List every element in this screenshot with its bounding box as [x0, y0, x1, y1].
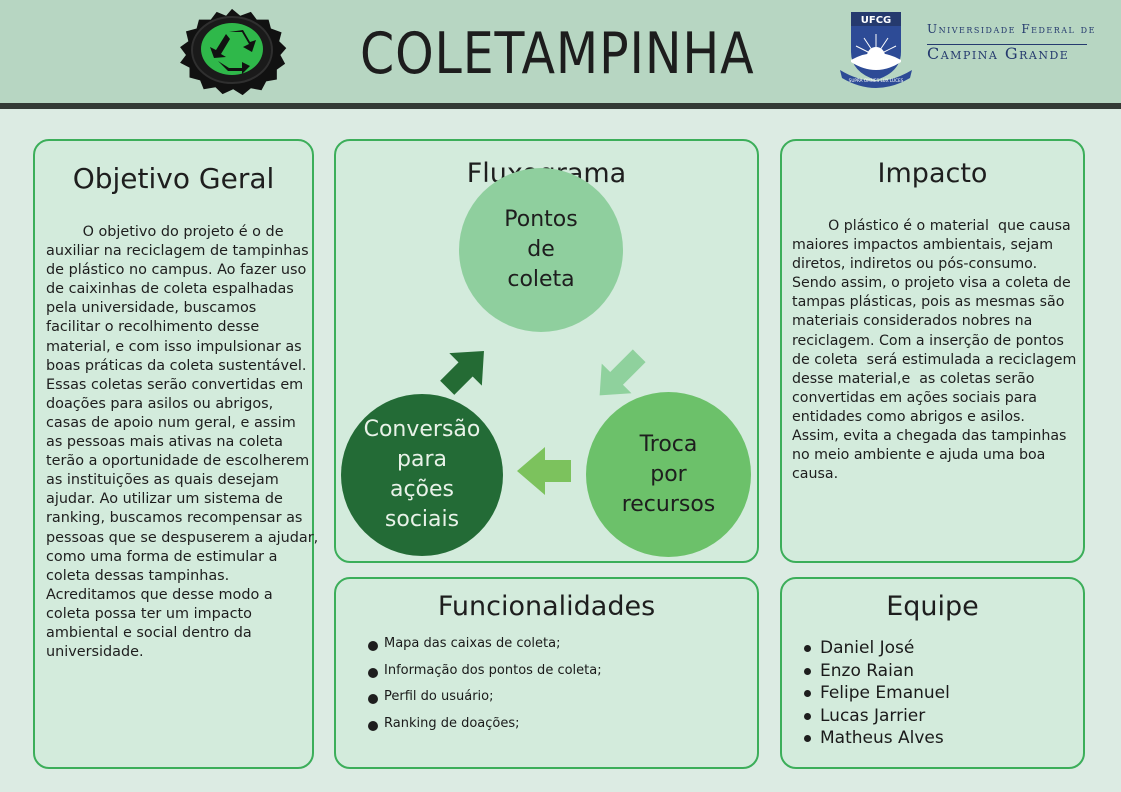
bullet-icon — [804, 712, 811, 720]
flow-node-label: Troca — [639, 431, 698, 457]
equipe-heading: Equipe — [886, 591, 979, 622]
text-line: Sendo assim, o projeto visa a coleta de — [792, 275, 1071, 292]
text-line: entidades como abrigos e asilos. — [792, 408, 1025, 425]
text-line: como uma forma de estimular a — [46, 548, 278, 565]
flow-node-label: coleta — [507, 267, 575, 292]
objetivo-heading: Objetivo Geral — [72, 162, 275, 195]
list-item: Ranking de doações; — [368, 716, 602, 743]
list-item: Mapa das caixas de coleta; — [368, 636, 602, 663]
arrow-to-conversao — [517, 447, 571, 495]
text-line: auxiliar na reciclagem de tampinhas — [46, 243, 309, 260]
text-line: casas de apoio num geral, e assim — [46, 414, 296, 431]
flow-node-pontos-de-coleta: Pontos de coleta — [459, 168, 623, 332]
flow-node-label: Pontos — [504, 207, 578, 232]
text-line: diretos, indiretos ou pós-consumo. — [792, 256, 1038, 273]
objetivo-panel: Objetivo Geral O objetivo do projeto é o… — [33, 139, 318, 769]
team-member: Felipe Emanuel — [804, 683, 950, 706]
header-divider — [0, 103, 1121, 109]
text-line: Essas coletas serão convertidas em — [46, 376, 304, 393]
objetivo-text: O objetivo do projeto é o de auxiliar na … — [46, 223, 318, 662]
text-line: reciclagem. Com a inserção de pontos — [792, 332, 1064, 349]
flow-node-label: sociais — [384, 507, 460, 532]
text-line: materiais considerados nobres na — [792, 313, 1033, 330]
text-line: doações para asilos ou abrigos, — [46, 395, 274, 412]
ufcg-shield-logo: UFCG SUPRA OMNES LUX LUCES — [840, 12, 912, 88]
flow-node-troca-por-recursos: Troca por recursos — [586, 392, 751, 557]
impacto-text: O plástico é o material que causa maiores… — [792, 217, 1076, 484]
list-item: Perfil do usuário; — [368, 689, 602, 716]
team-member: Matheus Alves — [804, 728, 950, 751]
text-line: maiores impactos ambientais, sejam — [792, 237, 1054, 254]
list-item: Informação dos pontos de coleta; — [368, 663, 602, 690]
text-line: de caixinhas de coleta espalhadas — [46, 281, 294, 298]
university-name-rule — [927, 44, 1087, 45]
page-title: COLETAMPINHA — [360, 21, 755, 87]
bullet-icon — [368, 667, 378, 678]
ufcg-abbr: UFCG — [861, 15, 892, 26]
text-line: as instituições as quais desejam — [46, 472, 279, 489]
bullet-icon — [804, 690, 811, 698]
text-line: pessoas que se despuserem a ajudar, — [46, 529, 319, 546]
equipe-panel: Equipe Daniel José Enzo Raian Felipe Ema… — [780, 577, 1085, 769]
university-name: Universidade Federal de Campina Grande — [927, 22, 1096, 63]
text-line: ajudar. Ao utilizar um sistema de — [46, 491, 283, 508]
bullet-icon — [804, 645, 811, 652]
text-line: ambiental e social dentro da — [46, 624, 252, 641]
flow-node-label: recursos — [621, 491, 716, 517]
university-name-line2: Campina Grande — [927, 44, 1070, 63]
flow-node-label: Conversão — [363, 417, 481, 442]
arrow-to-pontos — [440, 351, 484, 395]
text-line: facilitar o recolhimento desse — [46, 319, 260, 336]
text-line: O plástico é o material que causa — [792, 218, 1071, 234]
text-line: de coleta será estimulada a reciclagem — [792, 351, 1077, 368]
text-line: coleta dessas tampinhas. — [46, 567, 230, 584]
text-line: terão a oportunidade de escolherem — [46, 453, 310, 470]
text-line: de plástico no campus. Ao fazer uso — [46, 262, 307, 279]
ufcg-motto: SUPRA OMNES LUX LUCES — [849, 78, 904, 83]
flow-node-conversao-acoes-sociais: Conversão para ações sociais — [341, 394, 503, 556]
text-line: convertidas em ações sociais para — [792, 389, 1037, 406]
flow-node-label: de — [527, 237, 555, 262]
flow-node-label: por — [650, 461, 687, 487]
text-line: material, e com isso impulsionar as — [46, 338, 302, 355]
arrow-to-troca — [599, 349, 646, 396]
impacto-panel: Impacto O plástico é o material que caus… — [780, 139, 1085, 563]
university-name-line1: Universidade Federal de — [927, 22, 1096, 36]
impacto-heading: Impacto — [877, 158, 988, 189]
flow-node-label: ações — [389, 477, 455, 502]
text-line: no meio ambiente e ajuda uma boa — [792, 447, 1046, 464]
text-line: tampas plásticas, pois as mesmas são — [792, 294, 1065, 311]
text-line: Assim, evita a chegada das tampinhas — [792, 428, 1067, 445]
bottle-cap-recycle-logo — [180, 8, 287, 96]
text-line: pela universidade, buscamos — [46, 300, 257, 317]
funcionalidades-heading: Funcionalidades — [437, 591, 656, 622]
text-line: ranking, buscamos recompensar as — [46, 510, 303, 527]
team-member: Daniel José — [804, 638, 950, 661]
funcionalidades-panel: Funcionalidades Mapa das caixas de colet… — [334, 577, 759, 769]
text-line: O objetivo do projeto é o de — [46, 224, 284, 240]
text-line: causa. — [792, 466, 839, 483]
bullet-icon — [804, 735, 811, 743]
flow-arrows — [440, 349, 646, 495]
bullet-icon — [368, 694, 378, 704]
funcionalidades-list: Mapa das caixas de coleta; Informação do… — [368, 636, 602, 742]
bullet-icon — [804, 667, 811, 675]
text-line: boas práticas da coleta sustentável. — [46, 357, 307, 374]
text-line: Acreditamos que desse modo a — [46, 586, 273, 603]
text-line: desse material,e as coletas serão — [792, 370, 1035, 387]
bullet-icon — [368, 641, 378, 651]
flow-node-label: para — [397, 447, 447, 472]
team-member: Enzo Raian — [804, 661, 950, 684]
equipe-list: Daniel José Enzo Raian Felipe Emanuel Lu… — [804, 638, 950, 751]
text-line: as pessoas mais ativas na coleta — [46, 434, 283, 451]
team-member: Lucas Jarrier — [804, 706, 950, 729]
text-line: coleta possa ter um impacto — [46, 605, 252, 622]
text-line: universidade. — [46, 644, 144, 661]
bullet-icon — [368, 720, 378, 731]
